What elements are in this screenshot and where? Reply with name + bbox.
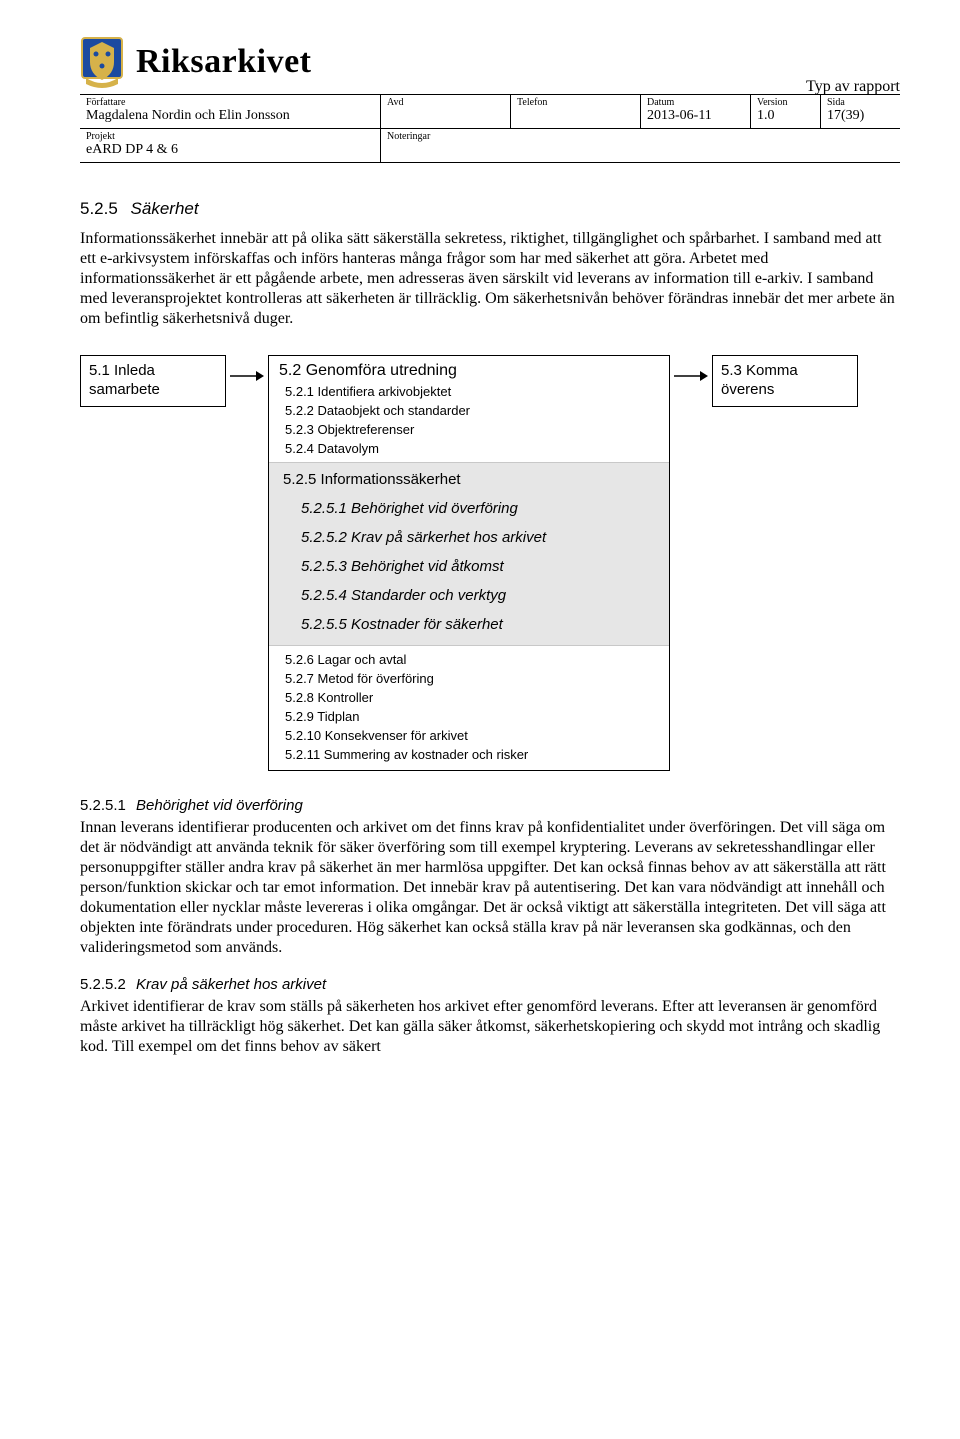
diagram-right-box: 5.3 Komma överens: [712, 355, 858, 407]
meta-version-label: Version: [757, 97, 814, 108]
meta-author-value: Magdalena Nordin och Elin Jonsson: [86, 108, 374, 124]
heading-5251: 5.2.5.1 Behörighet vid överföring: [80, 797, 900, 814]
arrow-right: [674, 355, 708, 388]
diagram-mid-title: 5.2 Genomföra utredning: [269, 356, 669, 382]
shade-item: 5.2.5.2 Krav på särkerhet hos arkivet: [269, 523, 669, 552]
meta-project-cell: Projekt eARD DP 4 & 6: [80, 129, 380, 162]
shade-title: 5.2.5 Informationssäkerhet: [269, 469, 669, 494]
diagram-right-line2: överens: [721, 381, 849, 400]
meta-author-label: Författare: [86, 97, 374, 108]
arrow-right-icon: [230, 369, 264, 383]
meta-dept-label: Avd: [387, 97, 504, 108]
heading-5252-num: 5.2.5.2: [80, 976, 126, 993]
process-diagram: 5.1 Inleda samarbete 5.2 Genomföra utred…: [80, 355, 900, 771]
shade-item: 5.2.5.1 Behörighet vid överföring: [269, 494, 669, 523]
shade-item: 5.2.5.4 Standarder och verktyg: [269, 581, 669, 610]
meta-row-1: Författare Magdalena Nordin och Elin Jon…: [80, 95, 900, 128]
diagram-left-box: 5.1 Inleda samarbete: [80, 355, 226, 407]
meta-table: Författare Magdalena Nordin och Elin Jon…: [80, 94, 900, 163]
meta-page-label: Sida: [827, 97, 894, 108]
para-525: Informationssäkerhet innebär att på olik…: [80, 229, 900, 329]
meta-dept-cell: Avd: [380, 95, 510, 128]
mid-item: 5.2.1 Identifiera arkivobjektet: [269, 382, 669, 401]
report-type-label: Typ av rapport: [806, 78, 900, 96]
arrow-right-icon: [674, 369, 708, 383]
mid-item: 5.2.11 Summering av kostnader och risker: [269, 745, 669, 770]
meta-date-label: Datum: [647, 97, 744, 108]
diagram-left-line1: 5.1 Inleda: [89, 362, 217, 381]
heading-5252: 5.2.5.2 Krav på säkerhet hos arkivet: [80, 976, 900, 993]
meta-date-value: 2013-06-11: [647, 108, 744, 124]
mid-item: 5.2.4 Datavolym: [269, 439, 669, 458]
meta-version-value: 1.0: [757, 108, 814, 124]
crest-icon: [80, 36, 124, 88]
mid-item: 5.2.7 Metod för överföring: [269, 669, 669, 688]
shade-item: 5.2.5.5 Kostnader för säkerhet: [269, 610, 669, 639]
meta-notes-label: Noteringar: [387, 131, 894, 142]
heading-5251-title: Behörighet vid överföring: [136, 797, 303, 814]
diagram-left-line2: samarbete: [89, 381, 217, 400]
logo-row: Riksarkivet: [80, 36, 900, 88]
shade-item: 5.2.5.3 Behörighet vid åtkomst: [269, 552, 669, 581]
mid-item: 5.2.6 Lagar och avtal: [269, 650, 669, 669]
meta-notes-cell: Noteringar: [380, 129, 900, 162]
diagram-right-line1: 5.3 Komma: [721, 362, 849, 381]
diagram-mid-box: 5.2 Genomföra utredning 5.2.1 Identifier…: [268, 355, 670, 771]
para-5252: Arkivet identifierar de krav som ställs …: [80, 997, 900, 1057]
document-page: Riksarkivet Typ av rapport Författare Ma…: [0, 0, 960, 1097]
para-5251: Innan leverans identifierar producenten …: [80, 818, 900, 958]
mid-item: 5.2.8 Kontroller: [269, 688, 669, 707]
meta-page-cell: Sida 17(39): [820, 95, 900, 128]
heading-525-num: 5.2.5: [80, 199, 118, 218]
meta-project-label: Projekt: [86, 131, 374, 142]
meta-version-cell: Version 1.0: [750, 95, 820, 128]
meta-phone-cell: Telefon: [510, 95, 640, 128]
meta-page-value: 17(39): [827, 108, 894, 124]
heading-525: 5.2.5 Säkerhet: [80, 199, 900, 219]
mid-item: 5.2.10 Konsekvenser för arkivet: [269, 726, 669, 745]
page-header: Riksarkivet Typ av rapport Författare Ma…: [80, 36, 900, 163]
meta-row-2: Projekt eARD DP 4 & 6 Noteringar: [80, 128, 900, 162]
heading-5251-num: 5.2.5.1: [80, 797, 126, 814]
mid-item: 5.2.2 Dataobjekt och standarder: [269, 401, 669, 420]
mid-item: 5.2.3 Objektreferenser: [269, 420, 669, 439]
arrow-left: [230, 355, 264, 388]
heading-5252-title: Krav på säkerhet hos arkivet: [136, 976, 326, 993]
logo-text: Riksarkivet: [136, 43, 312, 81]
meta-project-value: eARD DP 4 & 6: [86, 142, 374, 158]
heading-525-title: Säkerhet: [131, 199, 199, 218]
meta-date-cell: Datum 2013-06-11: [640, 95, 750, 128]
diagram-shaded-group: 5.2.5 Informationssäkerhet 5.2.5.1 Behör…: [269, 462, 669, 646]
mid-item: 5.2.9 Tidplan: [269, 707, 669, 726]
meta-phone-label: Telefon: [517, 97, 634, 108]
meta-author-cell: Författare Magdalena Nordin och Elin Jon…: [80, 95, 380, 128]
